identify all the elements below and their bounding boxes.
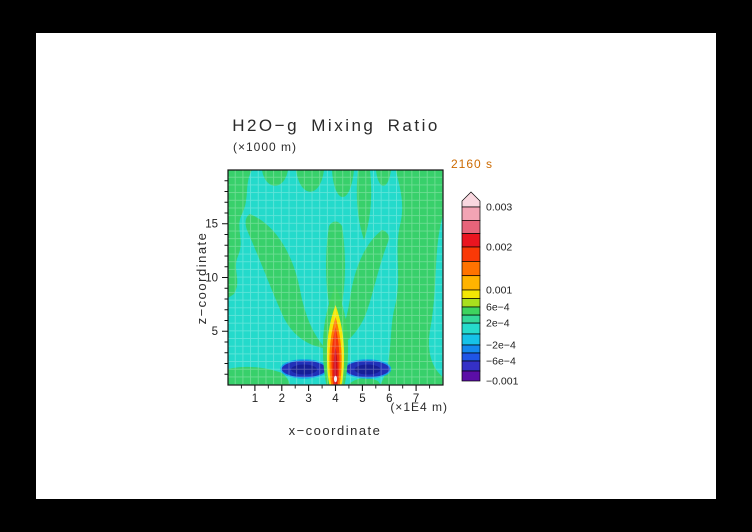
- colorbar-segment: [461, 220, 481, 234]
- colorbar-segment: [461, 246, 481, 262]
- colorbar-segment: [461, 206, 481, 221]
- x-tick-6: 6: [386, 393, 392, 405]
- x-tick-2: 2: [279, 393, 285, 405]
- chart-title: H2O−g Mixing Ratio: [232, 116, 440, 135]
- cbar-label-neg0.001: −0.001: [486, 376, 519, 388]
- colorbar-segment: [461, 306, 481, 316]
- colorbar-segment: [461, 370, 481, 382]
- mesh-grid-overlay: [228, 170, 443, 385]
- x-tick-7: 7: [413, 393, 419, 405]
- colorbar: [461, 191, 481, 382]
- y-axis-unit-label: (×1000 m): [233, 140, 298, 154]
- y-axis-minor-ticks: [224, 180, 228, 375]
- x-tick-4: 4: [332, 393, 339, 405]
- colorbar-segment: [461, 289, 481, 299]
- y-tick-10: 10: [205, 272, 218, 284]
- colorbar-labels: 0.003 0.002 0.001 6e−4 2e−4 −2e−4 −6e−4 …: [486, 202, 519, 388]
- y-axis-major-ticks: [222, 223, 228, 332]
- x-axis-minor-ticks: [240, 385, 431, 389]
- y-tick-5: 5: [212, 326, 218, 338]
- x-axis-title: x−coordinate: [288, 423, 382, 438]
- colorbar-segment: [461, 314, 481, 324]
- y-tick-15: 15: [205, 219, 218, 231]
- colorbar-segment: [461, 322, 481, 335]
- x-axis-unit-label: (×1E4 m): [390, 400, 448, 414]
- cbar-label-2e-4: 2e−4: [486, 318, 510, 330]
- y-axis-tick-labels: 5 10 15: [205, 219, 218, 339]
- colorbar-segment: [461, 333, 481, 346]
- x-axis-tick-labels: 1 2 3 4 5 6 7: [252, 393, 420, 405]
- x-axis-major-ticks: [254, 385, 417, 391]
- cbar-label-0.003: 0.003: [486, 202, 512, 214]
- colorbar-segment: [461, 233, 481, 248]
- colorbar-segment: [461, 261, 481, 277]
- colorbar-arrow-cap: [461, 191, 481, 208]
- x-tick-3: 3: [305, 393, 311, 405]
- x-tick-1: 1: [252, 393, 258, 405]
- colorbar-segment: [461, 275, 481, 291]
- time-stamp: 2160 s: [450, 157, 494, 171]
- cbar-label-neg2e-4: −2e−4: [486, 340, 516, 352]
- contour-field: [228, 170, 443, 385]
- cbar-label-neg6e-4: −6e−4: [486, 356, 516, 368]
- colorbar-segment: [461, 344, 481, 354]
- colorbar-segment: [461, 352, 481, 362]
- cbar-label-0.002: 0.002: [486, 242, 512, 254]
- cbar-label-6e-4: 6e−4: [486, 302, 510, 314]
- colorbar-segment: [461, 360, 481, 372]
- x-tick-5: 5: [359, 393, 365, 405]
- cbar-label-0.001: 0.001: [486, 285, 512, 297]
- colorbar-segment: [461, 298, 481, 308]
